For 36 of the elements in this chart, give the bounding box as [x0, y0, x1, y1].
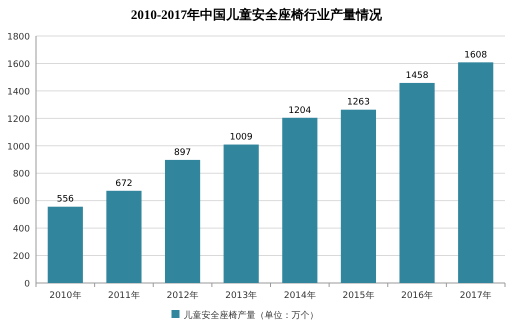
x-tick-label: 2010年 — [49, 290, 82, 301]
y-tick-label: 800 — [12, 170, 30, 180]
y-tick-label: 400 — [12, 224, 30, 235]
y-tick-label: 200 — [12, 252, 30, 262]
x-tick-label: 2011年 — [108, 290, 140, 301]
data-label: 1608 — [464, 50, 488, 60]
y-tick-label: 1800 — [7, 32, 30, 42]
y-tick-label: 1400 — [7, 87, 30, 98]
y-tick-label: 1000 — [7, 142, 30, 152]
x-tick-label: 2014年 — [284, 290, 316, 301]
x-tick-label: 2017年 — [460, 290, 492, 301]
bar — [340, 110, 376, 283]
x-tick-label: 2012年 — [166, 290, 199, 301]
data-label: 1458 — [406, 70, 429, 81]
x-tick-label: 2013年 — [225, 290, 258, 301]
data-label: 672 — [115, 178, 133, 189]
bar — [282, 118, 318, 283]
data-label: 1263 — [346, 98, 370, 108]
bar — [224, 144, 259, 283]
data-label: 1009 — [230, 132, 253, 143]
bar — [458, 62, 494, 283]
y-tick-label: 1600 — [7, 60, 30, 70]
bar — [106, 190, 142, 283]
bar — [399, 82, 435, 283]
x-tick-label: 2015年 — [342, 290, 374, 301]
chart-title: 2010-2017年中国儿童安全座椅行业产量情况 — [130, 7, 384, 22]
bar — [164, 160, 200, 283]
bar — [48, 206, 83, 283]
y-tick-label: 600 — [12, 197, 30, 208]
data-label: 556 — [56, 194, 74, 205]
data-label: 1204 — [288, 106, 312, 116]
y-tick-label: 1200 — [7, 114, 30, 125]
y-tick-label: 0 — [24, 280, 30, 290]
data-label: 897 — [174, 148, 192, 158]
legend-label: 儿童安全座椅产量（单位：万个） — [184, 310, 318, 321]
x-tick-label: 2016年 — [401, 290, 434, 301]
